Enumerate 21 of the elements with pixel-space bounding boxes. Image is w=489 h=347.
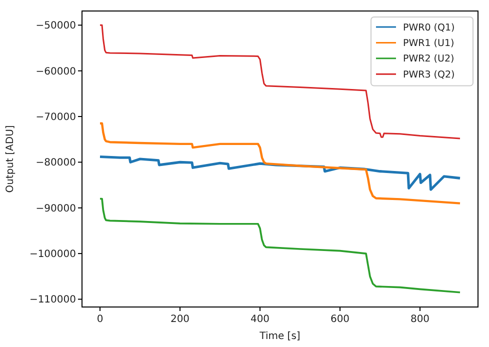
x-tick-label: 600 xyxy=(330,314,350,325)
legend-label: PWR1 (U1) xyxy=(403,38,454,50)
x-tick-label: 400 xyxy=(250,314,270,325)
line-series xyxy=(99,24,461,140)
y-tick-label: −50000 xyxy=(36,20,76,32)
y-tick-label: −110000 xyxy=(29,294,76,306)
x-axis-title: Time [s] xyxy=(258,331,300,342)
legend-label: PWR2 (U2) xyxy=(403,54,454,65)
legend-label: PWR3 (Q2) xyxy=(403,69,455,80)
line-series xyxy=(98,122,462,204)
legend-label: PWR0 (Q1) xyxy=(403,22,455,34)
y-tick-label: −100000 xyxy=(29,249,76,260)
y-axis-title: Output [ADU] xyxy=(5,125,16,193)
x-tick-label: 0 xyxy=(96,314,104,325)
y-tick-label: −60000 xyxy=(36,66,76,78)
y-tick-label: −80000 xyxy=(36,158,76,169)
y-tick-label: −90000 xyxy=(36,203,76,214)
x-tick-label: 800 xyxy=(410,314,430,325)
x-tick-label: 200 xyxy=(170,314,190,325)
y-tick-label: −70000 xyxy=(36,112,76,124)
line-series xyxy=(99,198,461,294)
